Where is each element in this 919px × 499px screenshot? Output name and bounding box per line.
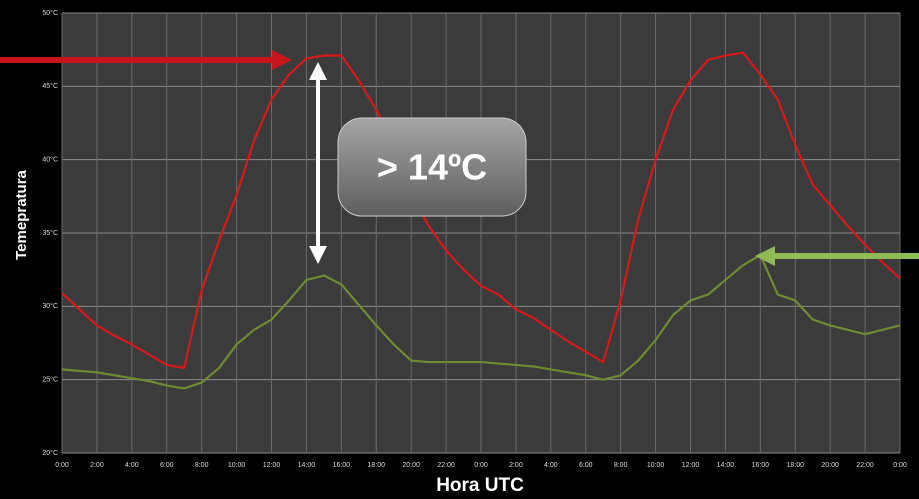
x-tick-label: 16:00: [752, 462, 770, 469]
series-line: [61, 51, 901, 370]
x-tick-label: 8:00: [195, 462, 209, 469]
x-tick-label: 14:00: [298, 462, 316, 469]
x-tick-label: 4:00: [544, 462, 558, 469]
range-arrowhead-top: [309, 62, 327, 80]
x-tick-label: 14:00: [717, 462, 735, 469]
y-tick-label: 40°C: [42, 156, 58, 164]
x-tick-label: 12:00: [263, 462, 281, 469]
x-tick-label: 8:00: [614, 462, 628, 469]
x-tick-label: 0:00: [474, 462, 488, 469]
x-tick-label: 0:00: [893, 462, 907, 469]
y-tick-label: 20°C: [42, 449, 58, 457]
y-tick-label: 45°C: [42, 82, 58, 90]
x-tick-label: 6:00: [160, 462, 174, 469]
x-tick-label: 2:00: [509, 462, 523, 469]
annotation-box: [337, 117, 527, 217]
x-tick-label: 10:00: [647, 462, 665, 469]
x-tick-label: 22:00: [437, 462, 455, 469]
y-axis-title: Temepratura: [13, 169, 30, 259]
x-tick-label: 6:00: [579, 462, 593, 469]
red-arrowhead: [272, 50, 292, 70]
annotation-text: > 14ºC: [377, 147, 487, 188]
x-tick-label: 18:00: [367, 462, 385, 469]
x-tick-label: 18:00: [786, 462, 804, 469]
x-tick-label: 12:00: [682, 462, 700, 469]
x-tick-label: 22:00: [856, 462, 874, 469]
x-tick-label: 4:00: [125, 462, 139, 469]
y-tick-label: 25°C: [42, 376, 58, 384]
range-arrowhead-bottom: [309, 246, 327, 264]
x-axis-title: Hora UTC: [436, 475, 524, 496]
annotations: > 14ºC: [0, 50, 919, 266]
y-tick-label: 30°C: [42, 302, 58, 310]
y-tick-label: 35°C: [42, 229, 58, 237]
x-tick-label: 10:00: [228, 462, 246, 469]
green-arrowhead: [755, 246, 775, 266]
y-tick-label: 50°C: [42, 9, 58, 17]
x-tick-label: 16:00: [333, 462, 351, 469]
x-tick-label: 2:00: [90, 462, 104, 469]
x-tick-label: 20:00: [821, 462, 839, 469]
x-tick-label: 20:00: [402, 462, 420, 469]
x-tick-label: 0:00: [55, 462, 69, 469]
